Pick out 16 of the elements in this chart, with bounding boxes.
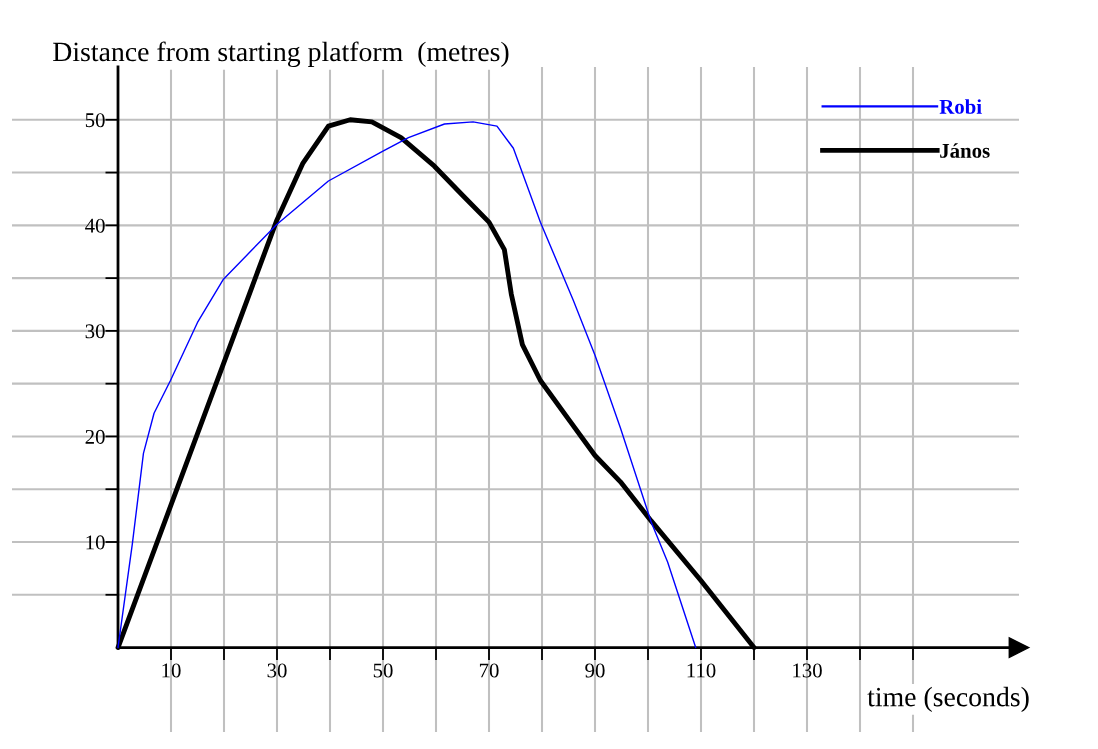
y-tick-label: 40 (85, 218, 105, 233)
x-tick-label: 90 (585, 663, 605, 678)
x-tick-label: 50 (373, 663, 393, 678)
y-tick-label: 20 (85, 429, 105, 444)
y-tick-label: 10 (86, 535, 105, 550)
x-tick-label: 130 (793, 663, 822, 678)
x-tick-label: 110 (687, 663, 716, 678)
x-tick-label: 30 (267, 663, 287, 678)
x-tick-label: 70 (479, 663, 499, 678)
text: János (940, 143, 990, 158)
x-tick-label: 10 (162, 663, 181, 678)
x-axis-title: time (seconds) (867, 686, 1029, 713)
y-tick-label: 30 (85, 324, 105, 339)
y-tick-label: 50 (85, 113, 105, 128)
text: Robi (939, 99, 982, 114)
y-axis-title: Distance from starting platform (metres) (53, 41, 509, 67)
